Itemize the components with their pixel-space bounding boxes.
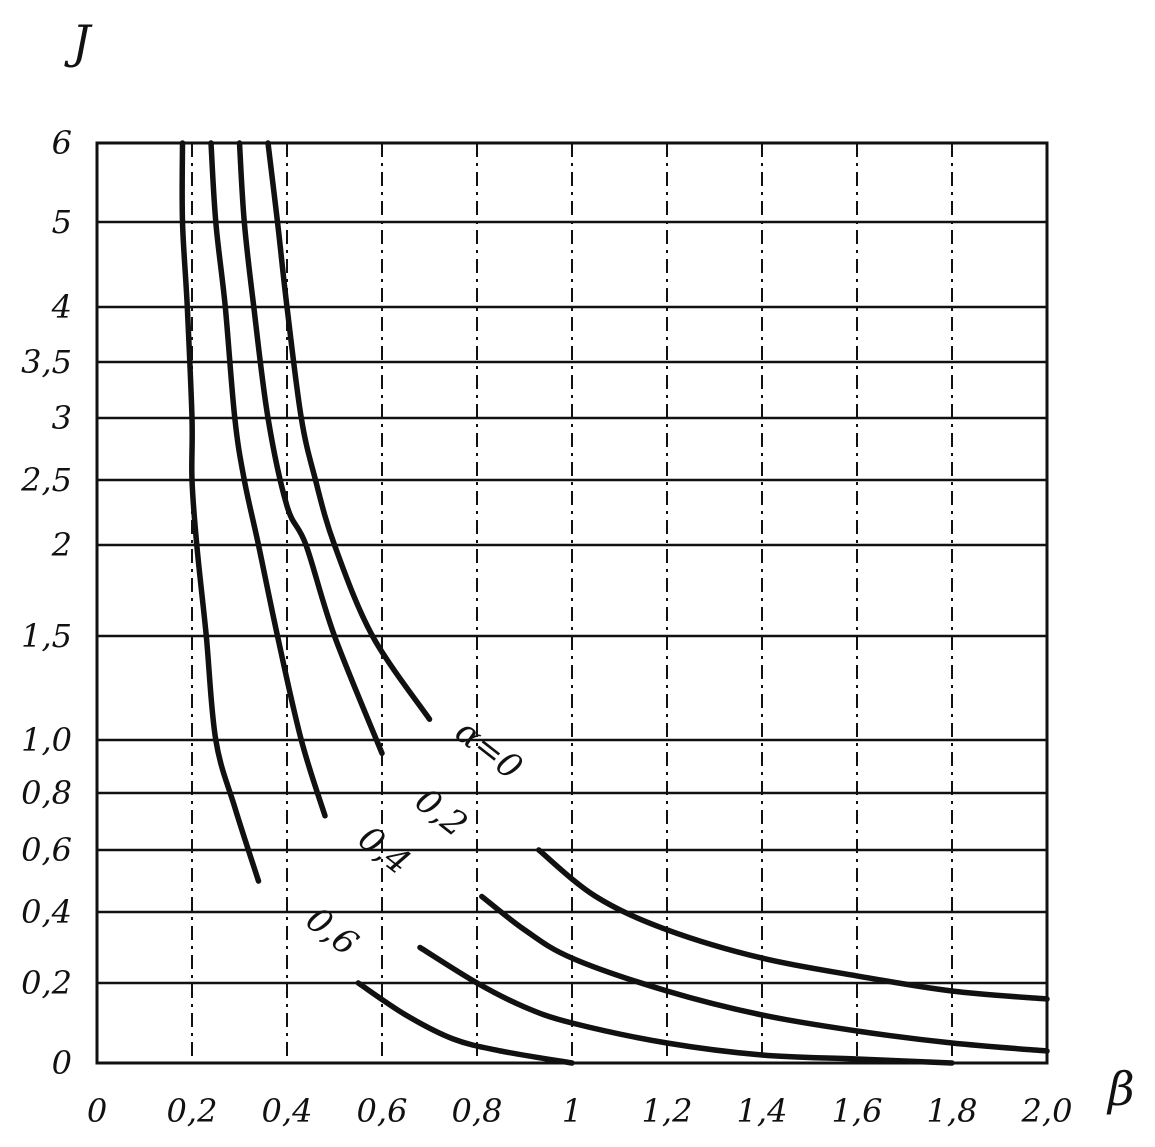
y-tick-labels: 0 0,2 0,4 0,6 0,8 1,0 1,5 2 2,5 3 3,5 4 5 6 xyxy=(20,124,72,1082)
x-tick-label: 1,2 xyxy=(642,1092,693,1130)
series-label: 0,6 xyxy=(298,899,365,964)
y-tick-label: 0,2 xyxy=(21,964,72,1002)
series-line-upper xyxy=(265,140,433,722)
series-label: 0,4 xyxy=(350,818,417,883)
x-tick-label: 1,6 xyxy=(832,1092,883,1130)
x-tick-labels: 0 0,2 0,4 0,6 0,8 1 1,2 1,4 1,6 1,8 2,0 xyxy=(87,1092,1073,1130)
series-line-lower xyxy=(417,944,955,1066)
y-tick-label: 3,5 xyxy=(21,343,72,381)
series-label: 0,2 xyxy=(407,780,474,845)
x-tick-label: 0,4 xyxy=(262,1092,313,1130)
x-tick-label: 0,2 xyxy=(167,1092,218,1130)
y-tick-label: 1,5 xyxy=(21,617,72,655)
y-tick-label: 5 xyxy=(52,203,72,241)
x-tick-label: 1,4 xyxy=(737,1092,788,1130)
series-line-lower xyxy=(479,893,1050,1054)
series-label: α=0 xyxy=(447,712,529,789)
x-tick-label: 0 xyxy=(87,1092,107,1130)
y-tick-label: 0 xyxy=(52,1044,72,1082)
y-tick-label: 4 xyxy=(51,288,72,326)
series-line-lower xyxy=(536,847,1050,1002)
y-tick-label: 1,0 xyxy=(21,721,72,759)
y-tick-label: 0,4 xyxy=(21,893,72,931)
series-line-upper xyxy=(236,140,385,757)
y-tick-label: 2 xyxy=(51,526,72,564)
x-tick-label: 0,6 xyxy=(357,1092,408,1130)
y-tick-label: 2,5 xyxy=(20,461,72,499)
y-axis-label: J xyxy=(64,15,93,69)
curve-labels: α=00,20,4 0,6 xyxy=(298,712,529,965)
y-tick-label: 0,6 xyxy=(21,831,72,869)
y-tick-label: 3 xyxy=(52,399,72,437)
x-tick-label: 2,0 xyxy=(1021,1092,1073,1130)
x-axis-label: β xyxy=(1106,1062,1135,1116)
x-tick-label: 1,8 xyxy=(927,1092,978,1130)
x-tick-label: 1 xyxy=(562,1092,582,1130)
series-line-upper xyxy=(179,140,262,884)
y-tick-label: 0,8 xyxy=(21,774,72,812)
x-tick-label: 0,8 xyxy=(452,1092,503,1130)
curves xyxy=(179,140,1050,1066)
series-line-lower xyxy=(355,980,575,1066)
series-line-upper xyxy=(208,140,328,819)
y-tick-label: 6 xyxy=(52,124,72,162)
grid xyxy=(97,143,1047,1063)
